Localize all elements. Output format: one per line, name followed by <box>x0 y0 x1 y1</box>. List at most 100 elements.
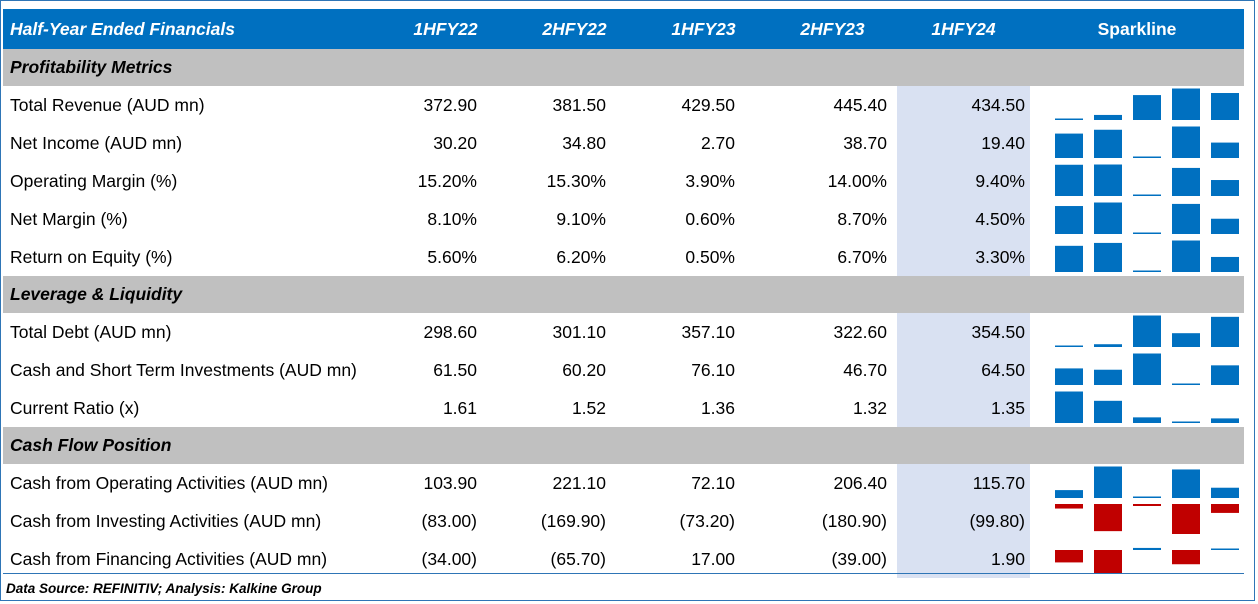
value-cell: 1.90 <box>897 540 1030 578</box>
value-cell: 1.35 <box>897 389 1030 427</box>
table-row: Net Margin (%) 8.10% 9.10% 0.60% 8.70% 4.50% <box>3 200 1244 238</box>
table-title: Half-Year Ended Financials <box>3 9 381 49</box>
sparkline-bar <box>1094 466 1122 498</box>
value-cell: 46.70 <box>843 359 887 380</box>
sparkline-bar <box>1172 240 1200 272</box>
row-label: Net Income (AUD mn) <box>10 132 183 153</box>
sparkline-bar <box>1055 133 1083 158</box>
sparkline-bar <box>1094 164 1122 196</box>
sparkline-bar <box>1211 180 1239 196</box>
value-cell: (169.90) <box>540 510 606 531</box>
sparkline-bar <box>1172 333 1200 347</box>
sparkline-cell <box>1030 313 1244 351</box>
value-cell: 3.30% <box>897 238 1030 276</box>
value-cell: (180.90) <box>821 510 887 531</box>
value-cell: (99.80) <box>897 502 1030 540</box>
sparkline-bar <box>1133 270 1161 272</box>
value-cell: 17.00 <box>691 548 735 569</box>
value-cell: 19.40 <box>897 124 1030 162</box>
row-label: Current Ratio (x) <box>10 397 140 418</box>
sparkline-bar <box>1172 550 1200 565</box>
sparkline-bar <box>1172 88 1200 120</box>
sparkline-bar <box>1133 95 1161 120</box>
value-cell: 103.90 <box>423 472 477 493</box>
sparkline-bar <box>1133 504 1161 506</box>
row-label: Cash from Operating Activities (AUD mn) <box>10 472 329 493</box>
value-cell: (65.70) <box>550 548 606 569</box>
sparkline-bar <box>1211 218 1239 234</box>
table-row: Total Revenue (AUD mn) 372.90 381.50 429.50… <box>3 86 1244 124</box>
table-row: Net Income (AUD mn) 30.20 34.80 2.70 38.70 19… <box>3 124 1244 162</box>
value-cell: 8.10% <box>427 208 477 229</box>
sparkline-bar <box>1094 202 1122 234</box>
sparkline-bar <box>1211 365 1239 385</box>
sparkline-cell <box>1030 86 1244 124</box>
sparkline-bar <box>1055 164 1083 196</box>
sparkline-bar <box>1133 496 1161 498</box>
sparkline-bar <box>1172 203 1200 234</box>
sparkline-bar <box>1211 93 1239 120</box>
sparkline-bar <box>1055 345 1083 347</box>
table-row: Cash from Operating Activities (AUD mn) 1… <box>3 464 1244 502</box>
value-cell: (73.20) <box>679 510 735 531</box>
sparkline-chart <box>1055 547 1239 574</box>
row-label: Total Revenue (AUD mn) <box>10 94 205 115</box>
value-cell: 301.10 <box>552 321 606 342</box>
period-header: 1HFY24 <box>897 9 1030 49</box>
sparkline-cell <box>1030 502 1244 540</box>
sparkline-bar <box>1094 369 1122 385</box>
value-cell: 381.50 <box>552 94 606 115</box>
value-cell: 221.10 <box>552 472 606 493</box>
value-cell: (34.00) <box>421 548 477 569</box>
sparkline-bar <box>1172 383 1200 385</box>
header-row: Half-Year Ended Financials 1HFY22 2HFY22… <box>3 9 1244 49</box>
row-label: Cash from Investing Activities (AUD mn) <box>10 510 322 531</box>
financials-table: Half-Year Ended Financials 1HFY22 2HFY22… <box>3 9 1244 578</box>
value-cell: 1.52 <box>571 397 606 418</box>
sparkline-bar <box>1211 418 1239 423</box>
sparkline-chart <box>1055 240 1239 272</box>
sparkline-bar <box>1133 417 1161 423</box>
sparkline-header: Sparkline <box>1030 9 1244 49</box>
value-cell: 0.60% <box>685 208 735 229</box>
sparkline-cell <box>1030 464 1244 502</box>
value-cell: 372.90 <box>423 94 477 115</box>
sparkline-chart <box>1055 88 1239 120</box>
sparkline-bar <box>1094 344 1122 347</box>
sparkline-chart <box>1055 391 1239 423</box>
table-row: Cash and Short Term Investments (AUD mn)… <box>3 351 1244 389</box>
sparkline-bar <box>1172 167 1200 196</box>
value-cell: 9.40% <box>897 162 1030 200</box>
sparkline-bar <box>1211 142 1239 158</box>
value-cell: 8.70% <box>837 208 887 229</box>
section-title: Profitability Metrics <box>3 49 1244 86</box>
table-row: Total Debt (AUD mn) 298.60 301.10 357.10 322… <box>3 313 1244 351</box>
data-source-footer: Data Source: REFINITIV; Analysis: Kalkin… <box>6 581 322 596</box>
section-title: Leverage & Liquidity <box>3 276 1244 313</box>
value-cell: 1.36 <box>700 397 735 418</box>
value-cell: 445.40 <box>833 94 887 115</box>
value-cell: 322.60 <box>833 321 887 342</box>
row-label: Operating Margin (%) <box>10 170 178 191</box>
sparkline-chart <box>1055 202 1239 234</box>
sparkline-bar <box>1055 391 1083 423</box>
row-label: Cash from Financing Activities (AUD mn) <box>10 548 328 569</box>
table-row: Cash from Financing Activities (AUD mn) (… <box>3 540 1244 578</box>
value-cell: (83.00) <box>421 510 477 531</box>
value-cell: 354.50 <box>897 313 1030 351</box>
bottom-rule <box>3 573 1244 574</box>
value-cell: 72.10 <box>691 472 735 493</box>
sparkline-cell <box>1030 238 1244 276</box>
value-cell: 38.70 <box>843 132 887 153</box>
sparkline-cell <box>1030 389 1244 427</box>
table-row: Cash from Investing Activities (AUD mn) (… <box>3 502 1244 540</box>
sparkline-cell <box>1030 351 1244 389</box>
sparkline-bar <box>1055 118 1083 120</box>
sparkline-bar <box>1211 548 1239 550</box>
section-row: Profitability Metrics <box>3 49 1244 86</box>
sparkline-cell <box>1030 162 1244 200</box>
sparkline-bar <box>1055 245 1083 272</box>
value-cell: 434.50 <box>897 86 1030 124</box>
row-label: Cash and Short Term Investments (AUD mn) <box>10 359 357 380</box>
